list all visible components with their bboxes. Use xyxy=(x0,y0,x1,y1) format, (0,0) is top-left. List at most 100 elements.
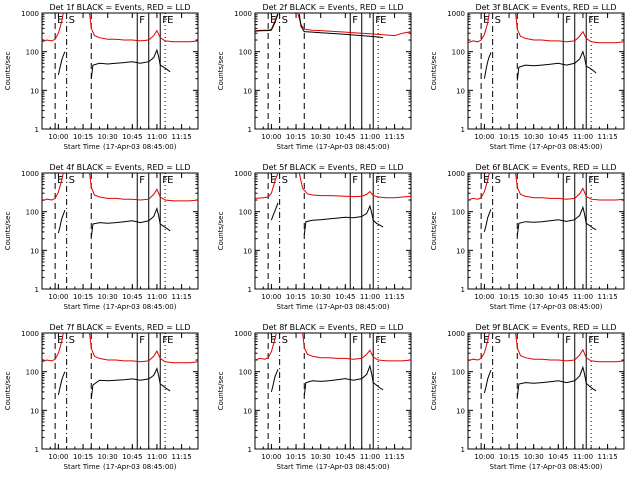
plot-frame xyxy=(467,172,625,290)
series-events-line xyxy=(483,52,492,79)
series-events-line xyxy=(516,205,597,236)
x-tick-label: 10:00 xyxy=(48,453,68,461)
time-marker-label: E xyxy=(483,175,489,186)
detector-panel-2: Det 2f BLACK = Events, RED = LLD 1 10 100 10… xyxy=(217,3,412,151)
time-marker-label: F xyxy=(375,335,381,346)
time-marker-label: S xyxy=(69,335,75,346)
x-tick-label: 10:15 xyxy=(499,293,519,301)
plot-frame xyxy=(41,332,199,450)
x-tick-label: 10:00 xyxy=(48,293,68,301)
x-axis-title-time: (17-Apr-03 08:45:00) xyxy=(103,143,177,151)
series-lld-line xyxy=(42,333,64,363)
time-marker-label: E xyxy=(483,335,489,346)
plot-frame xyxy=(467,332,625,450)
y-tick-label: 1000 xyxy=(234,330,252,338)
y-tick-label: 100 xyxy=(26,369,39,377)
x-axis-title-prefix: Start Time xyxy=(277,463,313,471)
time-marker-label: S xyxy=(495,175,501,186)
series-events-line xyxy=(303,364,384,396)
x-tick-label: 10:15 xyxy=(286,133,306,141)
series-events-line xyxy=(483,209,492,233)
x-axis-title-time: (17-Apr-03 08:45:00) xyxy=(103,303,177,311)
x-axis-title-time: (17-Apr-03 08:45:00) xyxy=(316,463,390,471)
time-marker-label: S xyxy=(69,175,75,186)
detector-panel-1: Det 1f BLACK = Events, RED = LLD 1 10 100 10… xyxy=(4,3,199,151)
panel-title: Det 1f BLACK = Events, RED = LLD xyxy=(49,3,190,12)
y-tick-label: 1000 xyxy=(21,10,39,18)
y-tick-label: 1 xyxy=(248,446,252,454)
time-marker-label: E xyxy=(380,335,386,346)
y-tick-label: 100 xyxy=(452,49,465,57)
time-marker-label: E xyxy=(57,335,63,346)
x-axis-title-prefix: Start Time xyxy=(64,463,100,471)
detector-panel-8: Det 8f BLACK = Events, RED = LLD 1 10 100 10… xyxy=(217,323,412,471)
plot-frame xyxy=(254,332,412,450)
x-tick-label: 10:30 xyxy=(524,453,544,461)
time-marker-label: E xyxy=(593,335,599,346)
x-tick-label: 10:15 xyxy=(286,453,306,461)
time-marker-label: F xyxy=(162,15,168,26)
series-events-line xyxy=(270,202,279,221)
y-tick-label: 100 xyxy=(239,369,252,377)
plot-frame xyxy=(41,172,199,290)
x-tick-label: 11:00 xyxy=(147,293,167,301)
x-tick-label: 11:15 xyxy=(597,453,617,461)
series-events-line xyxy=(90,206,171,238)
time-marker-label: E xyxy=(57,15,63,26)
series-events-line xyxy=(57,51,66,76)
time-marker-label: F xyxy=(565,335,571,346)
y-axis-title: Counts/sec xyxy=(430,52,438,91)
x-tick-label: 10:45 xyxy=(335,293,355,301)
time-marker-label: E xyxy=(593,15,599,26)
series-events-line xyxy=(90,48,171,79)
time-marker-label: E xyxy=(483,15,489,26)
series-lld-line xyxy=(298,173,411,199)
y-tick-label: 10 xyxy=(456,87,465,95)
x-axis-title-time: (17-Apr-03 08:45:00) xyxy=(529,463,603,471)
x-tick-label: 10:00 xyxy=(474,133,494,141)
x-tick-label: 10:30 xyxy=(98,293,118,301)
detector-panel-9: Det 9f BLACK = Events, RED = LLD 1 10 100 10… xyxy=(430,323,625,471)
x-axis-title-time: (17-Apr-03 08:45:00) xyxy=(316,143,390,151)
x-tick-label: 11:00 xyxy=(360,293,380,301)
series-events-line xyxy=(516,50,597,81)
series-lld-line xyxy=(468,173,490,201)
series-lld-line xyxy=(89,333,198,364)
x-tick-label: 11:15 xyxy=(597,293,617,301)
y-tick-label: 1000 xyxy=(21,330,39,338)
series-lld-line xyxy=(255,333,277,361)
detector-panel-6: Det 6f BLACK = Events, RED = LLD 1 10 100 10… xyxy=(430,163,625,311)
y-tick-label: 1000 xyxy=(447,330,465,338)
time-marker-label: F xyxy=(375,175,381,186)
x-tick-label: 10:00 xyxy=(48,133,68,141)
series-lld-line xyxy=(297,13,411,37)
series-lld-line xyxy=(515,13,624,44)
y-tick-label: 100 xyxy=(26,49,39,57)
y-tick-label: 100 xyxy=(239,49,252,57)
x-tick-label: 10:45 xyxy=(335,133,355,141)
x-axis-title: Start Time (17-Apr-03 08:45:00) xyxy=(64,143,177,151)
series-events-line xyxy=(90,367,171,399)
detector-panel-5: Det 5f BLACK = Events, RED = LLD 1 10 100 10… xyxy=(217,163,412,311)
series-lld-line xyxy=(515,333,624,363)
x-axis-title-prefix: Start Time xyxy=(277,143,313,151)
x-axis-title: Start Time (17-Apr-03 08:45:00) xyxy=(277,463,390,471)
x-axis-title: Start Time (17-Apr-03 08:45:00) xyxy=(490,303,603,311)
x-axis-title-prefix: Start Time xyxy=(490,303,526,311)
y-tick-label: 10 xyxy=(243,247,252,255)
x-tick-label: 11:15 xyxy=(171,133,191,141)
y-axis-title: Counts/sec xyxy=(430,212,438,251)
y-tick-label: 1 xyxy=(35,286,39,294)
x-axis-title-prefix: Start Time xyxy=(277,303,313,311)
panel-title: Det 2f BLACK = Events, RED = LLD xyxy=(262,3,403,12)
y-axis-title: Counts/sec xyxy=(217,212,225,251)
detector-panel-3: Det 3f BLACK = Events, RED = LLD 1 10 100 10… xyxy=(430,3,625,151)
time-marker-label: E xyxy=(593,175,599,186)
time-marker-label: E xyxy=(167,175,173,186)
x-tick-label: 10:45 xyxy=(548,293,568,301)
detector-panel-4: Det 4f BLACK = Events, RED = LLD 1 10 100 10… xyxy=(4,163,199,311)
time-marker-label: F xyxy=(375,15,381,26)
time-marker-label: F xyxy=(352,175,358,186)
time-marker-label: E xyxy=(380,175,386,186)
series-events-line xyxy=(255,13,279,32)
